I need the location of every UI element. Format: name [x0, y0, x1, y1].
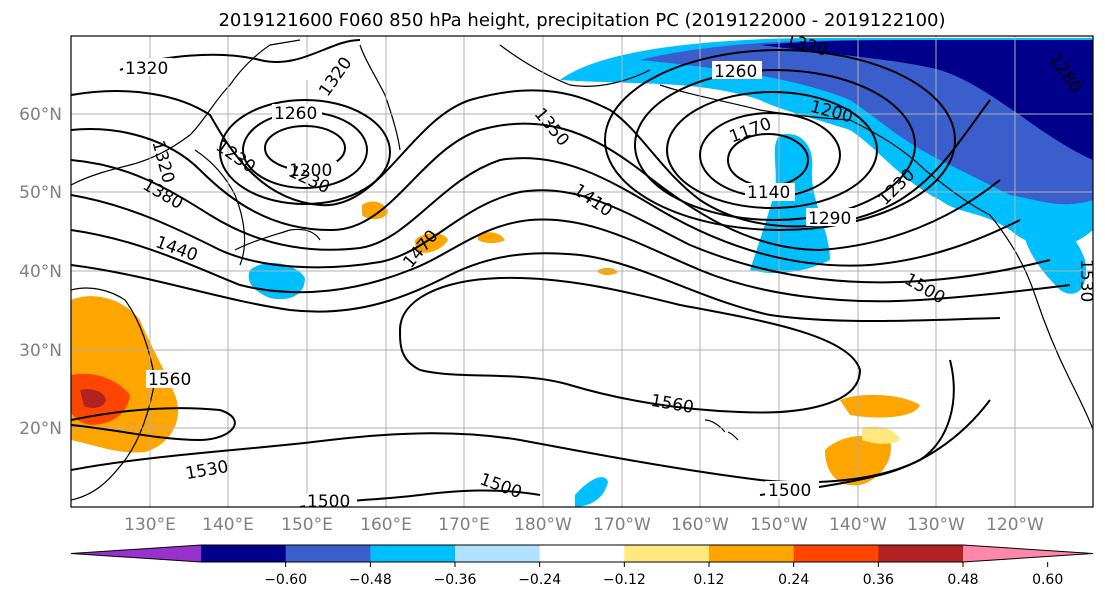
colorbar-segment: [624, 545, 710, 562]
lon-label: 160°W: [671, 515, 729, 535]
lat-label: 60°N: [19, 105, 62, 125]
colorbar-segment: [793, 545, 879, 562]
lon-label: 120°W: [986, 515, 1044, 535]
lon-label: 160°E: [360, 515, 412, 535]
shade-hawaii-east-1: [840, 394, 920, 418]
colorbar-tick-label: −0.12: [603, 572, 646, 588]
contour-label: 1260: [714, 62, 757, 82]
contour-label: 1320: [125, 59, 168, 79]
lat-label: 50°N: [19, 183, 62, 203]
lon-label: 150°E: [281, 515, 333, 535]
colorbar-segment: [285, 545, 371, 562]
contour-label: 1290: [808, 209, 851, 229]
lon-label: 150°W: [750, 515, 808, 535]
latitude-labels: 60°N 50°N 40°N 30°N 20°N: [19, 105, 62, 439]
colorbar-extend-high: [963, 545, 1093, 562]
contour-label: 1200: [289, 161, 332, 181]
colorbar-segment: [539, 545, 625, 562]
contour-label: 1260: [274, 104, 317, 124]
shade-ocean-patch-1: [362, 201, 388, 220]
colorbar-tick-label: 0.24: [778, 572, 809, 588]
colorbar-tick-label: 0.36: [863, 572, 894, 588]
shade-coast-blue: [1020, 219, 1086, 294]
lon-label: 140°W: [829, 515, 887, 535]
shade-ocean-patch-3: [478, 232, 505, 243]
colorbar-tick-label: −0.24: [518, 572, 561, 588]
colorbar-segment: [709, 545, 795, 562]
colorbar-outline: [70, 544, 1094, 563]
map-title: 2019121600 F060 850 hPa height, precipit…: [218, 10, 945, 31]
colorbar-segment: [201, 545, 287, 562]
colorbar-tick-label: −0.36: [434, 572, 477, 588]
contour-label: 1140: [747, 183, 790, 203]
lon-label: 180°W: [514, 515, 572, 535]
colorbar-segment: [455, 545, 541, 562]
colorbar-tick-label: 0.48: [947, 572, 978, 588]
colorbar-segment: [878, 545, 964, 562]
contour-label: 1500: [307, 492, 350, 512]
precip-shading: [71, 38, 1093, 507]
lat-label: 20°N: [19, 419, 62, 439]
colorbar-tick-label: 0.12: [693, 572, 724, 588]
shade-gulf-alaska-dark: [760, 40, 1093, 160]
map-panel: 1320 1320 1320 1320 1260 1260 1200 1200 …: [70, 35, 1096, 512]
lat-label: 30°N: [19, 341, 62, 361]
colorbar-tick-label: −0.60: [264, 572, 307, 588]
height-contours: [71, 39, 1071, 507]
shade-subarctic-blue: [750, 134, 830, 273]
colorbar: −0.60 −0.48 −0.36 −0.24 −0.12 0.12 0.24 0.36 0.4…: [70, 544, 1094, 588]
lon-label: 170°E: [438, 515, 490, 535]
lon-label: 130°E: [124, 515, 176, 535]
shade-hawaii-east-3: [862, 426, 900, 444]
lon-label: 170°W: [593, 515, 651, 535]
longitude-labels: 130°E 140°E 150°E 160°E 170°E 180°W 170°…: [124, 515, 1044, 535]
lon-label: 140°E: [202, 515, 254, 535]
contour-label: 1530: [1076, 259, 1096, 302]
contour-label: 1500: [768, 481, 811, 501]
shade-ocean-patch-2: [415, 233, 448, 253]
shade-south-blue: [575, 477, 608, 507]
colorbar-tick-label: 0.60: [1032, 572, 1063, 588]
colorbar-tick-label: −0.48: [349, 572, 392, 588]
lat-label: 40°N: [19, 262, 62, 282]
colorbar-extend-low: [71, 545, 201, 562]
contour-label: 1560: [148, 370, 191, 390]
shade-west-pacific-darkred: [80, 389, 106, 408]
map-frame: [70, 35, 1094, 508]
lon-label: 130°W: [907, 515, 965, 535]
colorbar-segment: [370, 545, 456, 562]
